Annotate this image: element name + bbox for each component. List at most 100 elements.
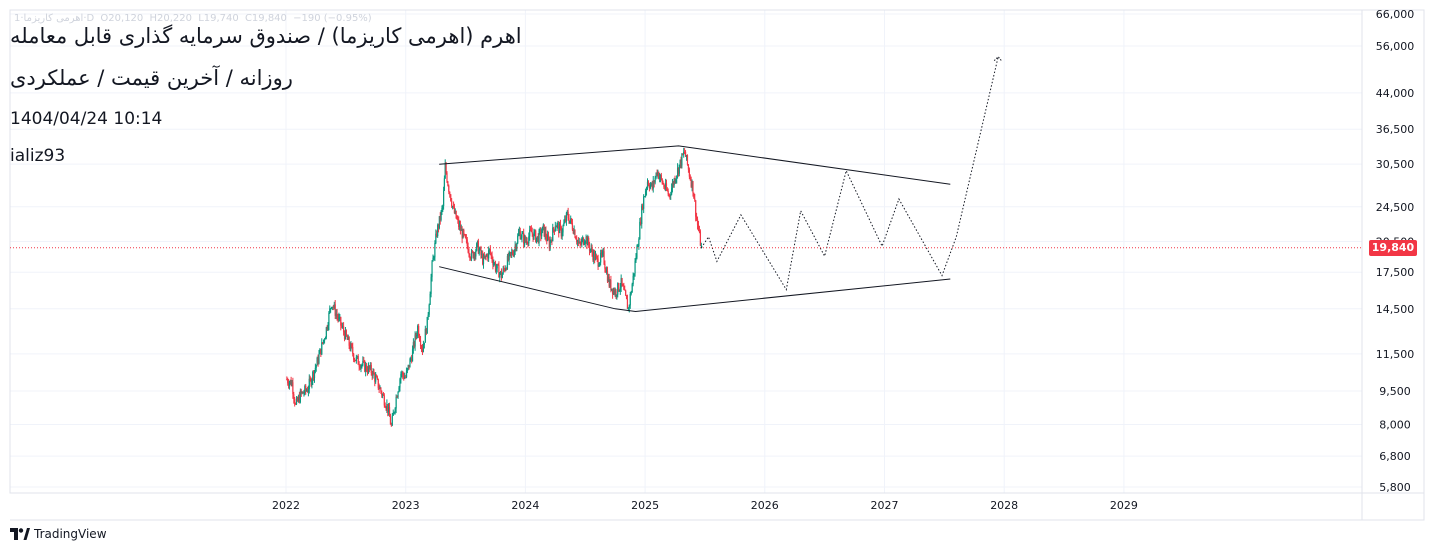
candle-body — [443, 190, 445, 207]
candle-body — [366, 370, 369, 373]
candle-body — [341, 325, 343, 327]
candle-body — [583, 243, 585, 245]
candle-body — [293, 394, 295, 399]
candle-body — [594, 252, 596, 260]
candle-body — [388, 407, 390, 413]
candle-body — [356, 355, 358, 358]
x-axis: 2022 2023 2024 2025 2026 2027 2028 2029 — [272, 499, 1138, 512]
candle-body — [316, 357, 318, 366]
candle-body — [463, 229, 465, 235]
candle-body — [587, 237, 589, 246]
candle-body — [590, 247, 592, 250]
candle-body — [515, 245, 517, 249]
candle-body — [337, 316, 339, 320]
candle-body — [433, 257, 435, 259]
candle-body — [509, 252, 511, 254]
candle-body — [475, 250, 477, 257]
candle-body — [479, 247, 481, 250]
candle-body — [555, 226, 557, 228]
candle-body — [512, 254, 515, 256]
candle-body — [546, 237, 548, 241]
candle-body — [649, 185, 651, 189]
candle-body — [460, 229, 462, 231]
candle-body — [693, 193, 695, 199]
y-tick-label: 56,000 — [1376, 40, 1415, 53]
x-tick-label: 2027 — [871, 499, 899, 512]
candle-body — [663, 184, 665, 188]
candle-body — [535, 237, 538, 242]
candle-body — [342, 326, 345, 333]
legend-close: C19,840 — [244, 13, 287, 24]
candle-body — [327, 325, 329, 329]
candle-body — [375, 376, 377, 382]
candle-body — [667, 190, 669, 195]
candle-body — [394, 408, 396, 413]
candle-body — [462, 229, 464, 239]
candle-body — [388, 407, 391, 417]
candle-body — [606, 270, 609, 282]
candle-body — [494, 263, 497, 271]
trendline-upper-resistance[interactable] — [439, 145, 951, 185]
candle-body — [545, 230, 547, 238]
candle-body — [582, 237, 585, 245]
candle-body — [459, 224, 462, 231]
candle-body — [630, 292, 632, 295]
candle-body — [420, 346, 423, 348]
candle-body — [470, 251, 473, 259]
candle-body — [629, 294, 631, 306]
candle-body — [575, 237, 577, 240]
candle-body — [292, 382, 294, 395]
candle-body — [489, 248, 491, 254]
candle-body — [676, 175, 678, 180]
candle-body — [382, 394, 385, 396]
legend-change: −190 (−0.95%) — [293, 13, 372, 24]
candle-body — [570, 218, 573, 224]
candle-body — [310, 378, 312, 386]
candle-body — [513, 250, 515, 256]
candle-body — [521, 233, 523, 238]
candle-body — [684, 151, 687, 157]
candle-body — [309, 378, 311, 380]
candle-body — [377, 378, 379, 389]
trendlines[interactable] — [439, 145, 951, 313]
projection-line[interactable] — [700, 56, 999, 291]
candle-body — [367, 365, 370, 373]
candle-body — [511, 252, 513, 254]
legend-open: O20,120 — [100, 13, 144, 24]
candle-body — [294, 398, 296, 404]
candle-body — [342, 326, 344, 328]
candle-body — [287, 379, 289, 384]
candle-body — [471, 251, 473, 253]
candle-body — [464, 234, 466, 236]
candle-body — [600, 252, 602, 263]
candle-body — [333, 304, 335, 308]
candle-body — [323, 339, 325, 343]
candle-body — [518, 230, 521, 234]
candle-body — [414, 334, 416, 347]
candle-body — [664, 187, 666, 189]
tradingview-brand[interactable]: TradingView — [10, 527, 107, 541]
projection-path[interactable] — [700, 55, 1003, 291]
y-tick-label: 24,500 — [1376, 201, 1415, 214]
candle-body — [413, 342, 415, 347]
candle-body — [444, 164, 446, 179]
candle-body — [608, 276, 610, 287]
trendline-lower-support[interactable] — [439, 266, 951, 313]
candle-body — [305, 386, 307, 391]
candle-body — [480, 247, 482, 255]
candle-body — [396, 396, 398, 398]
candle-body — [393, 412, 395, 414]
candle-body — [541, 226, 544, 233]
candle-body — [553, 229, 556, 231]
candle-body — [647, 181, 650, 186]
candle-body — [418, 336, 421, 341]
candle-body — [516, 243, 518, 249]
candle-body — [695, 216, 698, 220]
candle-body — [529, 229, 532, 231]
candle-body — [568, 218, 570, 223]
candle-body — [325, 327, 327, 338]
candle-body — [336, 313, 338, 317]
candle-body — [428, 304, 430, 315]
candle-body — [488, 248, 491, 251]
